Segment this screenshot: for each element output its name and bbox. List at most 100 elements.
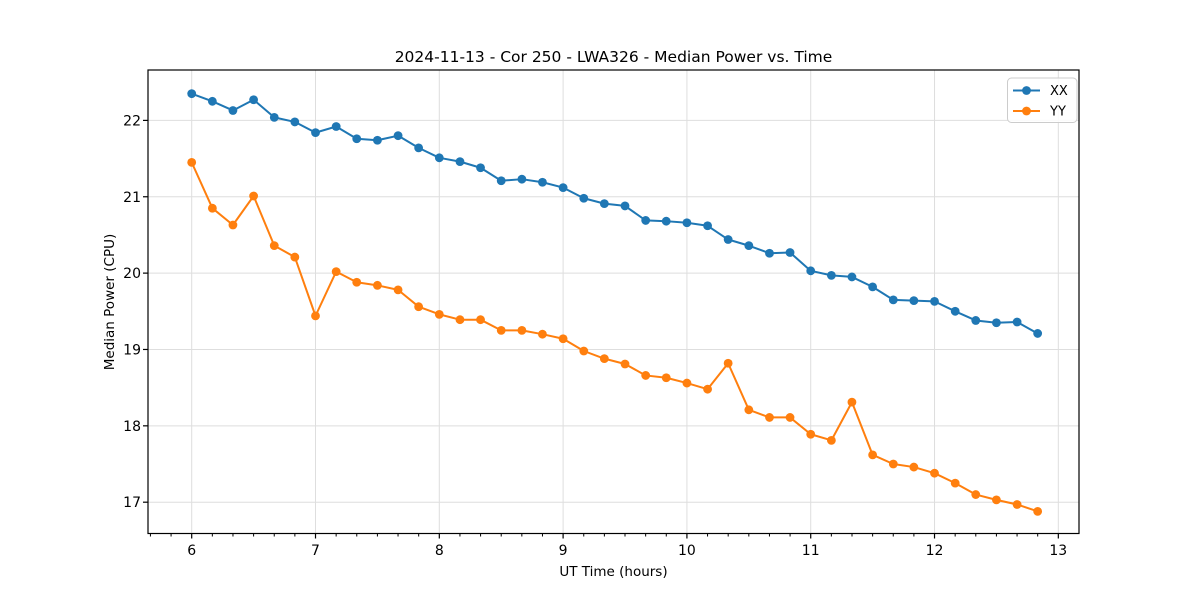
data-point-marker: [868, 450, 878, 460]
data-point-marker: [909, 462, 919, 472]
data-point-marker: [641, 216, 651, 225]
data-point-marker: [476, 315, 485, 325]
y-axis-label: Median Power (CPU): [102, 233, 118, 371]
data-point-marker: [455, 315, 465, 325]
data-point-marker: [558, 183, 568, 192]
data-point-marker: [373, 135, 382, 145]
data-point-marker: [228, 220, 238, 230]
chart-title: 2024-11-13 - Cor 250 - LWA326 - Median P…: [394, 48, 833, 66]
data-point-marker: [847, 397, 857, 407]
data-point-marker: [414, 143, 424, 153]
x-tick-label: 6: [187, 543, 196, 559]
y-tick-label: 18: [123, 419, 141, 435]
data-point-marker: [269, 241, 279, 251]
data-point-marker: [744, 405, 754, 415]
data-point-marker: [1033, 506, 1043, 516]
data-point-marker: [641, 371, 651, 380]
series-YY: [187, 157, 1043, 516]
data-point-marker: [228, 106, 238, 115]
data-point-marker: [826, 435, 836, 445]
data-point-marker: [207, 203, 217, 213]
data-point-marker: [682, 218, 692, 228]
legend-marker: [1022, 86, 1031, 95]
x-tick-labels: 6 7 8 9 10 11 12 13: [187, 543, 1067, 559]
data-point-marker: [620, 201, 630, 211]
legend: XX YY: [1007, 77, 1078, 123]
data-point-marker: [930, 296, 939, 306]
x-tick-label: 7: [311, 543, 320, 559]
data-point-marker: [352, 134, 362, 144]
y-tick-labels: 17 18 19 20 21 22: [123, 113, 141, 511]
series-XX: [187, 89, 1043, 338]
y-tick-label: 21: [123, 190, 141, 206]
data-point-marker: [888, 295, 898, 305]
data-point-marker: [847, 272, 857, 282]
data-point-marker: [950, 306, 960, 316]
data-point-marker: [393, 285, 403, 295]
data-point-marker: [930, 468, 939, 478]
data-point-marker: [538, 329, 547, 339]
data-point-marker: [187, 157, 197, 167]
data-point-marker: [311, 311, 320, 321]
data-point-marker: [682, 378, 692, 388]
data-point-marker: [269, 112, 279, 122]
data-point-marker: [599, 354, 609, 364]
data-point-marker: [558, 334, 568, 344]
plot-border: [147, 69, 1080, 535]
data-point-marker: [476, 163, 485, 173]
y-tick-label: 19: [123, 342, 141, 358]
y-tick-label: 20: [123, 266, 141, 282]
data-point-marker: [868, 282, 878, 292]
data-point-marker: [538, 177, 547, 187]
data-point-marker: [744, 241, 754, 251]
y-axis-ticks: [143, 119, 148, 503]
data-point-marker: [517, 174, 527, 184]
data-point-marker: [826, 271, 836, 280]
data-point-marker: [703, 221, 712, 231]
data-point-marker: [311, 128, 320, 138]
y-tick-label: 22: [123, 113, 141, 129]
legend-marker: [1022, 106, 1031, 116]
data-point-marker: [950, 478, 960, 488]
data-point-marker: [331, 122, 341, 131]
data-point-marker: [393, 131, 403, 141]
grid-lines: [148, 70, 1079, 534]
x-tick-label: 8: [435, 543, 444, 559]
data-point-marker: [352, 277, 362, 287]
legend-label: XX: [1050, 84, 1068, 99]
legend-item-YY: YY: [1013, 105, 1066, 120]
data-point-marker: [765, 413, 774, 422]
data-point-marker: [888, 459, 898, 469]
data-point-marker: [434, 153, 444, 163]
data-point-marker: [187, 89, 197, 99]
data-point-marker: [249, 95, 258, 105]
data-point-marker: [373, 280, 382, 290]
data-point-marker: [414, 302, 424, 312]
data-point-marker: [785, 248, 795, 257]
data-point-marker: [971, 316, 981, 325]
data-point-marker: [579, 346, 589, 356]
data-point-marker: [1012, 500, 1022, 509]
data-point-marker: [723, 235, 733, 244]
data-point-marker: [496, 176, 506, 186]
data-point-marker: [517, 325, 527, 335]
data-point-marker: [599, 199, 609, 209]
data-point-marker: [765, 248, 774, 258]
x-tick-label: 13: [1049, 543, 1067, 559]
data-point-marker: [207, 96, 217, 106]
data-point-marker: [909, 296, 919, 305]
data-point-marker: [806, 266, 816, 276]
data-point-marker: [661, 216, 671, 226]
data-point-marker: [806, 429, 816, 439]
legend-label: YY: [1049, 105, 1066, 120]
data-point-marker: [992, 318, 1001, 328]
data-point-marker: [703, 384, 712, 394]
data-point-marker: [249, 191, 258, 201]
data-point-marker: [434, 309, 444, 319]
data-point-marker: [620, 359, 630, 369]
x-tick-label: 11: [802, 543, 820, 559]
data-point-marker: [290, 252, 300, 262]
x-axis-ticks: [149, 533, 1059, 539]
